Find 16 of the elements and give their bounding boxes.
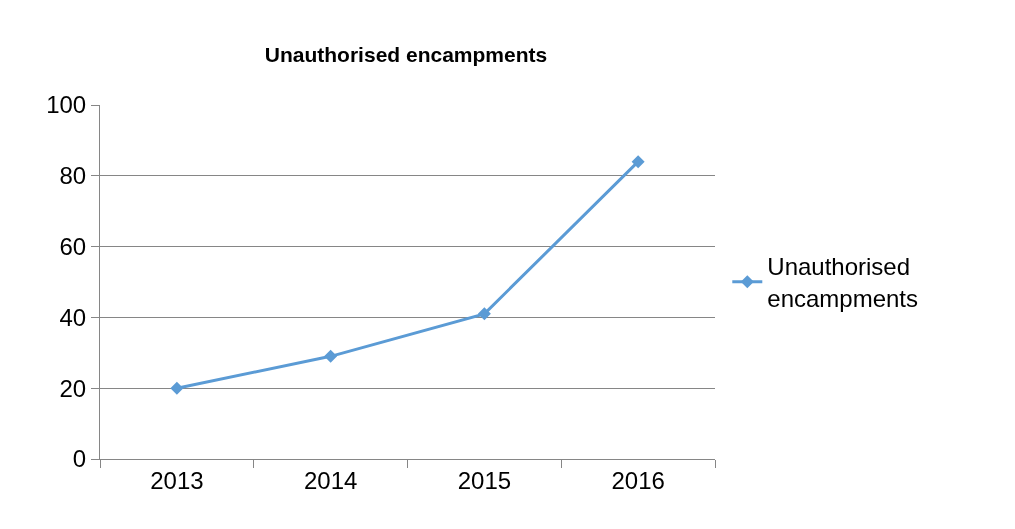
legend-label: Unauthorised encampments xyxy=(767,253,919,312)
point xyxy=(631,155,645,169)
y-tick-label: 100 xyxy=(46,91,87,119)
chart-title: Unauthorised encampments xyxy=(264,43,548,67)
y-tick-label: 20 xyxy=(59,374,87,402)
point xyxy=(170,381,184,395)
x-tick-label: 2016 xyxy=(611,466,665,494)
point xyxy=(324,349,338,363)
y-tick-label: 40 xyxy=(59,303,87,331)
y-tick-label: 0 xyxy=(72,445,87,473)
y-tick-label: 60 xyxy=(59,233,87,260)
x-tick-label: 2013 xyxy=(150,466,204,494)
x-tick-label: 2015 xyxy=(457,466,512,494)
y-tick-label: 80 xyxy=(59,162,87,190)
x-tick-label: 2014 xyxy=(303,466,358,494)
point xyxy=(477,307,491,321)
